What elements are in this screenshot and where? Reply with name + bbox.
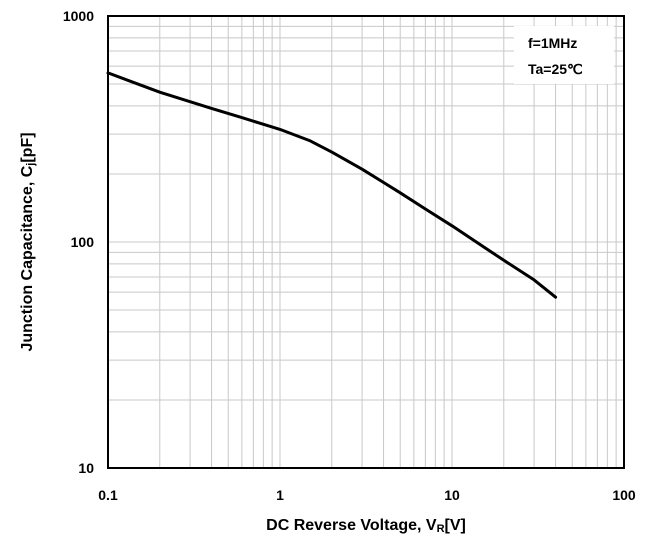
y-axis-title-main: Junction Capacitance, C bbox=[19, 165, 36, 351]
x-axis-ticks: 0.1 1 10 100 bbox=[98, 487, 636, 503]
annotation-frequency: f=1MHz bbox=[528, 35, 577, 51]
conditions-annotation: f=1MHz Ta=25℃ bbox=[514, 26, 614, 84]
y-tick-label: 100 bbox=[71, 234, 95, 250]
x-axis-title-unit: [V] bbox=[445, 517, 466, 534]
y-axis-title: Junction Capacitance, Cj[pF] bbox=[19, 132, 37, 351]
x-tick-label: 0.1 bbox=[98, 487, 118, 503]
annotation-background bbox=[514, 26, 614, 84]
x-tick-label: 1 bbox=[276, 487, 284, 503]
y-axis-title-subscript: j bbox=[25, 163, 37, 167]
x-tick-label: 100 bbox=[612, 487, 636, 503]
plot-area-frame bbox=[107, 15, 625, 469]
y-tick-label: 1000 bbox=[63, 8, 94, 24]
x-axis-title: DC Reverse Voltage, VR[V] bbox=[266, 517, 466, 535]
x-axis-title-subscript: R bbox=[437, 523, 445, 535]
x-tick-label: 10 bbox=[444, 487, 460, 503]
x-axis-title-main: DC Reverse Voltage, V bbox=[266, 517, 437, 534]
y-tick-label: 10 bbox=[78, 460, 94, 476]
y-axis-ticks: 10 100 1000 bbox=[63, 8, 94, 476]
capacitance-curve bbox=[106, 71, 558, 299]
annotation-temperature: Ta=25℃ bbox=[528, 61, 583, 77]
y-axis-title-unit: [pF] bbox=[19, 132, 36, 162]
